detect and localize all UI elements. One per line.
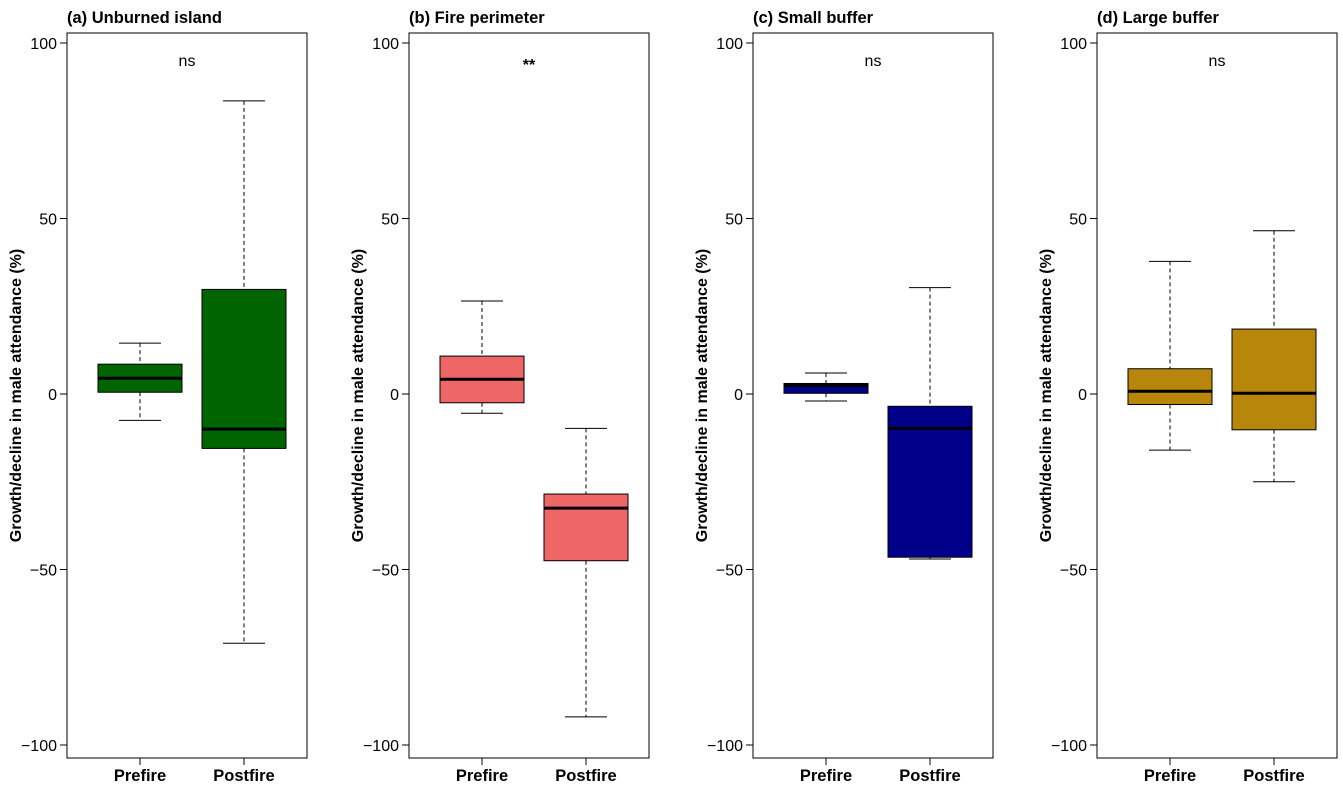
panel-title: (c) Small buffer [753, 9, 874, 27]
panel-b: (b) Fire perimeter −100 −50 0 50 100 Growth/de… [350, 9, 650, 785]
x-tick-label: Prefire [1144, 767, 1196, 785]
box-postfire [1231, 230, 1317, 483]
iqr-box [201, 288, 287, 449]
y-tick-label: 100 [716, 36, 743, 53]
plot-frame [1096, 32, 1338, 759]
plot-frame [66, 32, 308, 759]
y-tick-label: −50 [30, 563, 57, 580]
x-tick-label: Postfire [899, 767, 960, 785]
panel-title: (a) Unburned island [67, 9, 222, 27]
y-tick-label: −100 [707, 738, 743, 755]
box-prefire [1127, 260, 1213, 451]
iqr-box [1231, 328, 1317, 431]
panel-d: (d) Large buffer −100 −50 0 50 100 Growth/decl… [1038, 9, 1338, 785]
y-tick-label: −50 [716, 563, 743, 580]
y-tick-label: −100 [1051, 738, 1087, 755]
box-prefire [97, 342, 183, 421]
x-tick-label: Postfire [555, 767, 616, 785]
plot-frame [752, 32, 994, 759]
x-tick-label: Prefire [114, 767, 166, 785]
iqr-box [543, 493, 629, 562]
significance-label: ns [865, 53, 882, 70]
iqr-box [1127, 368, 1213, 406]
y-tick-label: 100 [372, 36, 399, 53]
box-prefire [783, 372, 869, 402]
x-tick-label: Prefire [456, 767, 508, 785]
x-tick-label: Postfire [1243, 767, 1304, 785]
panel-title: (d) Large buffer [1097, 9, 1219, 27]
significance-label: ns [1209, 53, 1226, 70]
y-tick-label: 100 [1060, 36, 1087, 53]
y-tick-label: −100 [363, 738, 399, 755]
y-tick-label: 50 [39, 212, 57, 229]
y-tick-label: 0 [48, 387, 57, 404]
panel-a: (a) Unburned island −100 −50 0 50 100 Growth/d… [8, 9, 308, 785]
y-axis-label: Growth/decline in male attendance (%) [1038, 249, 1055, 542]
box-prefire [439, 300, 525, 414]
panel-c: (c) Small buffer −100 −50 0 50 100 Growth/decl… [694, 9, 994, 785]
y-tick-label: −50 [372, 563, 399, 580]
y-tick-label: 50 [1069, 212, 1087, 229]
box-postfire [543, 427, 629, 718]
y-axis-label: Growth/decline in male attendance (%) [350, 249, 367, 542]
y-tick-label: 50 [381, 212, 399, 229]
significance-label: ns [179, 53, 196, 70]
y-tick-label: −100 [21, 738, 57, 755]
x-tick-label: Prefire [800, 767, 852, 785]
y-tick-label: 0 [390, 387, 399, 404]
y-tick-label: 100 [30, 36, 57, 53]
y-tick-label: 0 [1078, 387, 1087, 404]
significance-label: ** [523, 57, 536, 74]
iqr-box [887, 405, 973, 558]
y-axis-label: Growth/decline in male attendance (%) [694, 249, 711, 542]
x-tick-label: Postfire [213, 767, 274, 785]
panel-title: (b) Fire perimeter [409, 9, 545, 27]
y-tick-label: 50 [725, 212, 743, 229]
y-tick-label: −50 [1060, 563, 1087, 580]
iqr-box [783, 382, 869, 394]
y-tick-label: 0 [734, 387, 743, 404]
plot-frame [408, 32, 650, 759]
y-axis-label: Growth/decline in male attendance (%) [8, 249, 25, 542]
box-postfire [887, 287, 973, 560]
box-postfire [201, 100, 287, 644]
